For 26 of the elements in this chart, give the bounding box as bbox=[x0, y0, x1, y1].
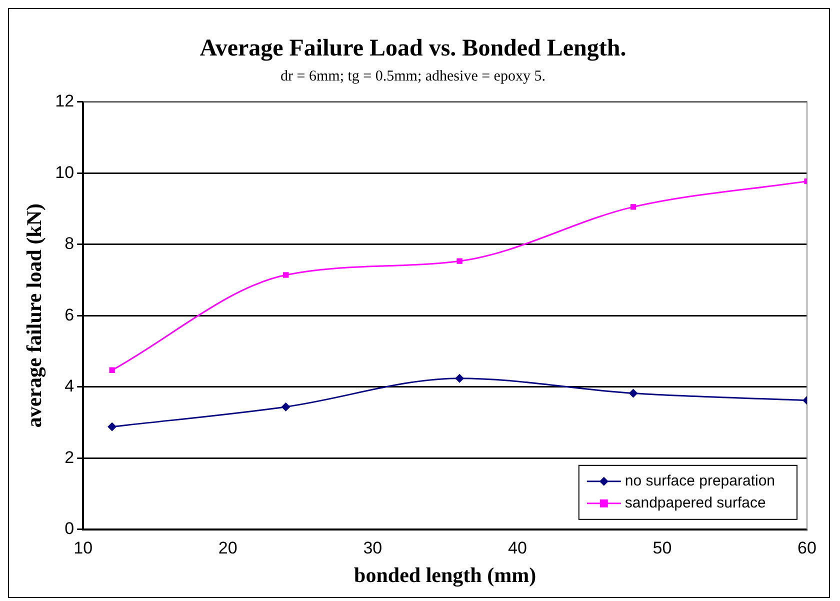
y-tick-label: 10 bbox=[55, 162, 74, 182]
y-tick-label: 6 bbox=[64, 305, 74, 324]
chart-title: Average Failure Load vs. Bonded Length. bbox=[200, 36, 626, 62]
point bbox=[456, 258, 462, 264]
y-tick-label: 8 bbox=[64, 234, 74, 254]
x-tick-label: 20 bbox=[218, 538, 238, 558]
chart-subtitle: dr = 6mm; tg = 0.5mm; adhesive = epoxy 5. bbox=[280, 68, 546, 85]
x-tick-label: 40 bbox=[508, 538, 527, 558]
point bbox=[630, 204, 636, 210]
x-tick-label: 30 bbox=[363, 538, 382, 558]
x-tick-label: 50 bbox=[652, 538, 672, 558]
point bbox=[109, 367, 115, 373]
x-axis-title: bonded length (mm) bbox=[354, 562, 536, 587]
point bbox=[108, 422, 117, 432]
point bbox=[455, 374, 464, 383]
point bbox=[628, 388, 638, 398]
legend-label: sandpapered surface bbox=[624, 494, 766, 512]
legend-label: no surface preparation bbox=[624, 472, 776, 490]
x-tick-label: 60 bbox=[798, 538, 816, 558]
y-axis-title: average failure load (kN) bbox=[22, 204, 46, 428]
y-tick-label: 12 bbox=[55, 91, 74, 110]
y-tick-label: 4 bbox=[64, 376, 74, 396]
y-tick-label: 2 bbox=[64, 448, 74, 467]
point bbox=[282, 272, 289, 278]
point bbox=[281, 402, 290, 412]
y-tick-label: 0 bbox=[64, 519, 74, 538]
